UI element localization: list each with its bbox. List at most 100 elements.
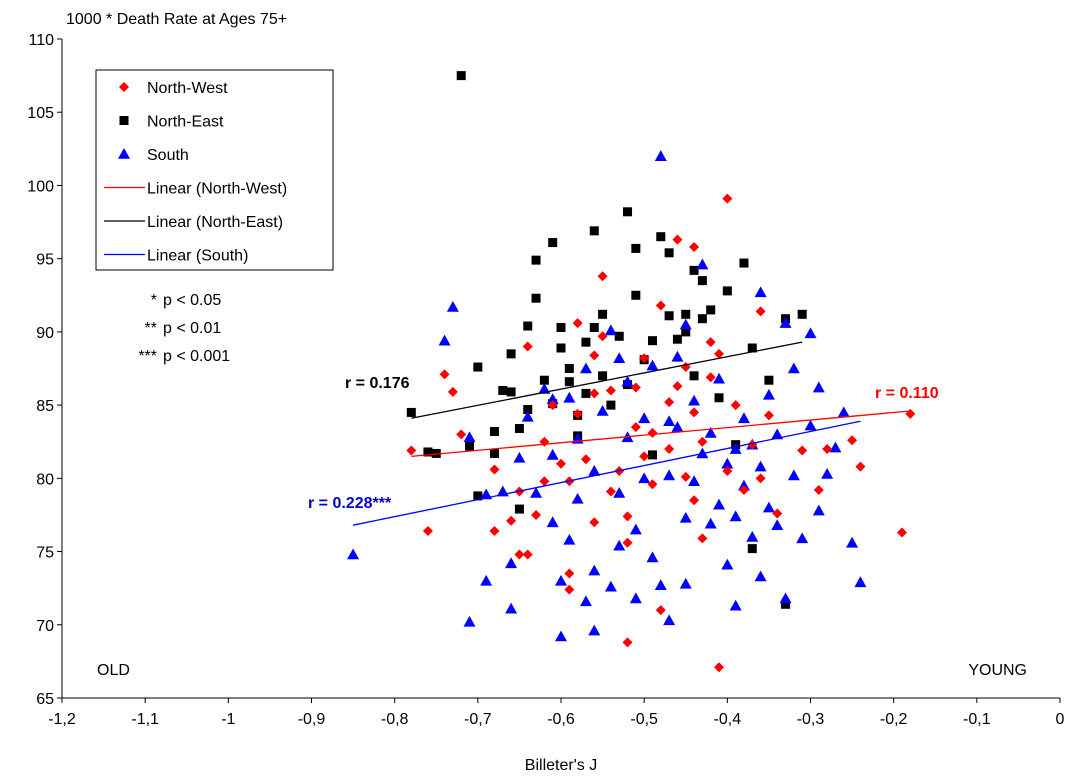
data-point-north-west (531, 509, 542, 520)
data-point-north-west (722, 466, 733, 477)
y-tick-label: 95 (36, 252, 54, 269)
data-point-north-west (730, 400, 741, 411)
data-point-north-east (506, 349, 516, 359)
series-south-points (347, 150, 867, 642)
data-point-north-west (422, 526, 433, 537)
data-point-north-east (539, 375, 549, 385)
data-point-north-west (522, 341, 533, 352)
data-point-south (588, 564, 601, 576)
data-point-north-west (714, 662, 725, 673)
data-point-north-east (556, 343, 566, 353)
data-point-south (754, 570, 767, 582)
data-point-south (588, 624, 601, 636)
data-point-north-east (556, 322, 566, 332)
data-point-north-east (431, 448, 441, 458)
data-point-north-east (697, 314, 707, 324)
x-tick-label: 0 (1056, 711, 1065, 728)
data-point-north-west (622, 637, 633, 648)
y-tick-label: 100 (27, 178, 54, 195)
data-point-north-west (647, 427, 658, 438)
data-point-north-west (605, 385, 616, 396)
data-point-south (679, 318, 692, 330)
data-point-north-west (847, 435, 858, 446)
sig-stars-2: ** (145, 320, 157, 337)
data-point-north-east (423, 447, 433, 457)
data-point-north-east (672, 334, 682, 344)
data-point-north-east (747, 544, 757, 554)
data-point-north-west (797, 445, 808, 456)
data-point-south (746, 530, 759, 542)
data-point-north-east (781, 599, 791, 609)
legend-trend-label-south: Linear (South) (147, 248, 248, 265)
data-point-north-east (739, 258, 749, 268)
data-point-north-west (672, 381, 683, 392)
data-point-south (796, 532, 809, 544)
x-tick-label: -0,8 (381, 711, 409, 728)
data-point-south (737, 412, 750, 424)
data-point-south (721, 457, 734, 469)
data-point-north-west (589, 517, 600, 528)
x-tick-label: -0,7 (464, 711, 492, 728)
y-tick-label: 80 (36, 471, 54, 488)
significance-notes: * p < 0.05 ** p < 0.01 *** p < 0.001 (138, 292, 230, 365)
data-point-north-west (597, 331, 608, 342)
data-point-south (762, 388, 775, 400)
data-point-north-east (606, 400, 616, 410)
data-point-north-west (547, 400, 558, 411)
data-point-north-west (539, 476, 550, 487)
data-point-north-west (589, 388, 600, 399)
data-point-north-west (697, 533, 708, 544)
data-point-north-east (706, 305, 716, 315)
sig-text-2: p < 0.01 (163, 320, 221, 337)
data-point-south (613, 539, 626, 551)
data-point-south (646, 551, 659, 563)
data-point-north-east (564, 364, 574, 373)
data-point-south (812, 381, 825, 393)
x-tick-label: -0,5 (630, 711, 658, 728)
data-point-south (463, 615, 476, 627)
data-point-south (696, 258, 709, 270)
data-point-north-west (456, 429, 467, 440)
trend-line-south (352, 420, 861, 526)
data-points (347, 71, 916, 673)
data-point-south (513, 451, 526, 463)
trend-line-north-west (411, 410, 911, 458)
data-point-north-west (597, 271, 608, 282)
data-point-south (347, 548, 360, 560)
data-point-south (579, 595, 592, 607)
data-point-south (671, 350, 684, 362)
data-point-north-west (664, 397, 675, 408)
data-point-south (480, 574, 493, 586)
trend-lines (352, 341, 911, 526)
y-tick-label: 75 (36, 545, 54, 562)
legend-label-north-east: North-East (147, 114, 224, 131)
data-point-south (596, 404, 609, 416)
data-point-north-west (506, 515, 517, 526)
data-point-north-west (689, 407, 700, 418)
data-point-north-west (664, 444, 675, 455)
data-point-north-west (647, 479, 658, 490)
data-point-south (704, 426, 717, 438)
data-point-south (771, 519, 784, 530)
data-point-north-east (797, 309, 807, 319)
data-point-north-west (564, 568, 575, 579)
data-point-north-west (605, 486, 616, 497)
data-point-north-west (556, 458, 566, 469)
data-point-south (779, 317, 792, 328)
data-point-north-east (656, 232, 666, 242)
data-point-south (829, 441, 842, 453)
data-point-south (438, 334, 451, 346)
data-point-south (812, 504, 825, 516)
data-point-south (654, 150, 667, 161)
x-axis-ticks: -1,2 -1,1 -1 -0,9 -0,8 -0,7 -0,6 -0,5 -0,4 -0,3 -0… (48, 698, 1065, 728)
legend-items: North-West North-East South Linear (North-W… (104, 80, 287, 265)
data-point-south (521, 410, 534, 422)
data-point-north-west (689, 241, 700, 252)
data-point-south (854, 576, 867, 588)
data-point-north-east (598, 309, 608, 319)
plot-area: 65 70 75 80 85 90 95 100 105 110 -1,2 -1,1 -1 -0,9 -0… (27, 32, 1064, 728)
y-tick-label: 90 (36, 325, 54, 342)
data-point-south (688, 394, 701, 406)
data-point-north-west (572, 408, 583, 419)
data-point-south (546, 448, 559, 460)
